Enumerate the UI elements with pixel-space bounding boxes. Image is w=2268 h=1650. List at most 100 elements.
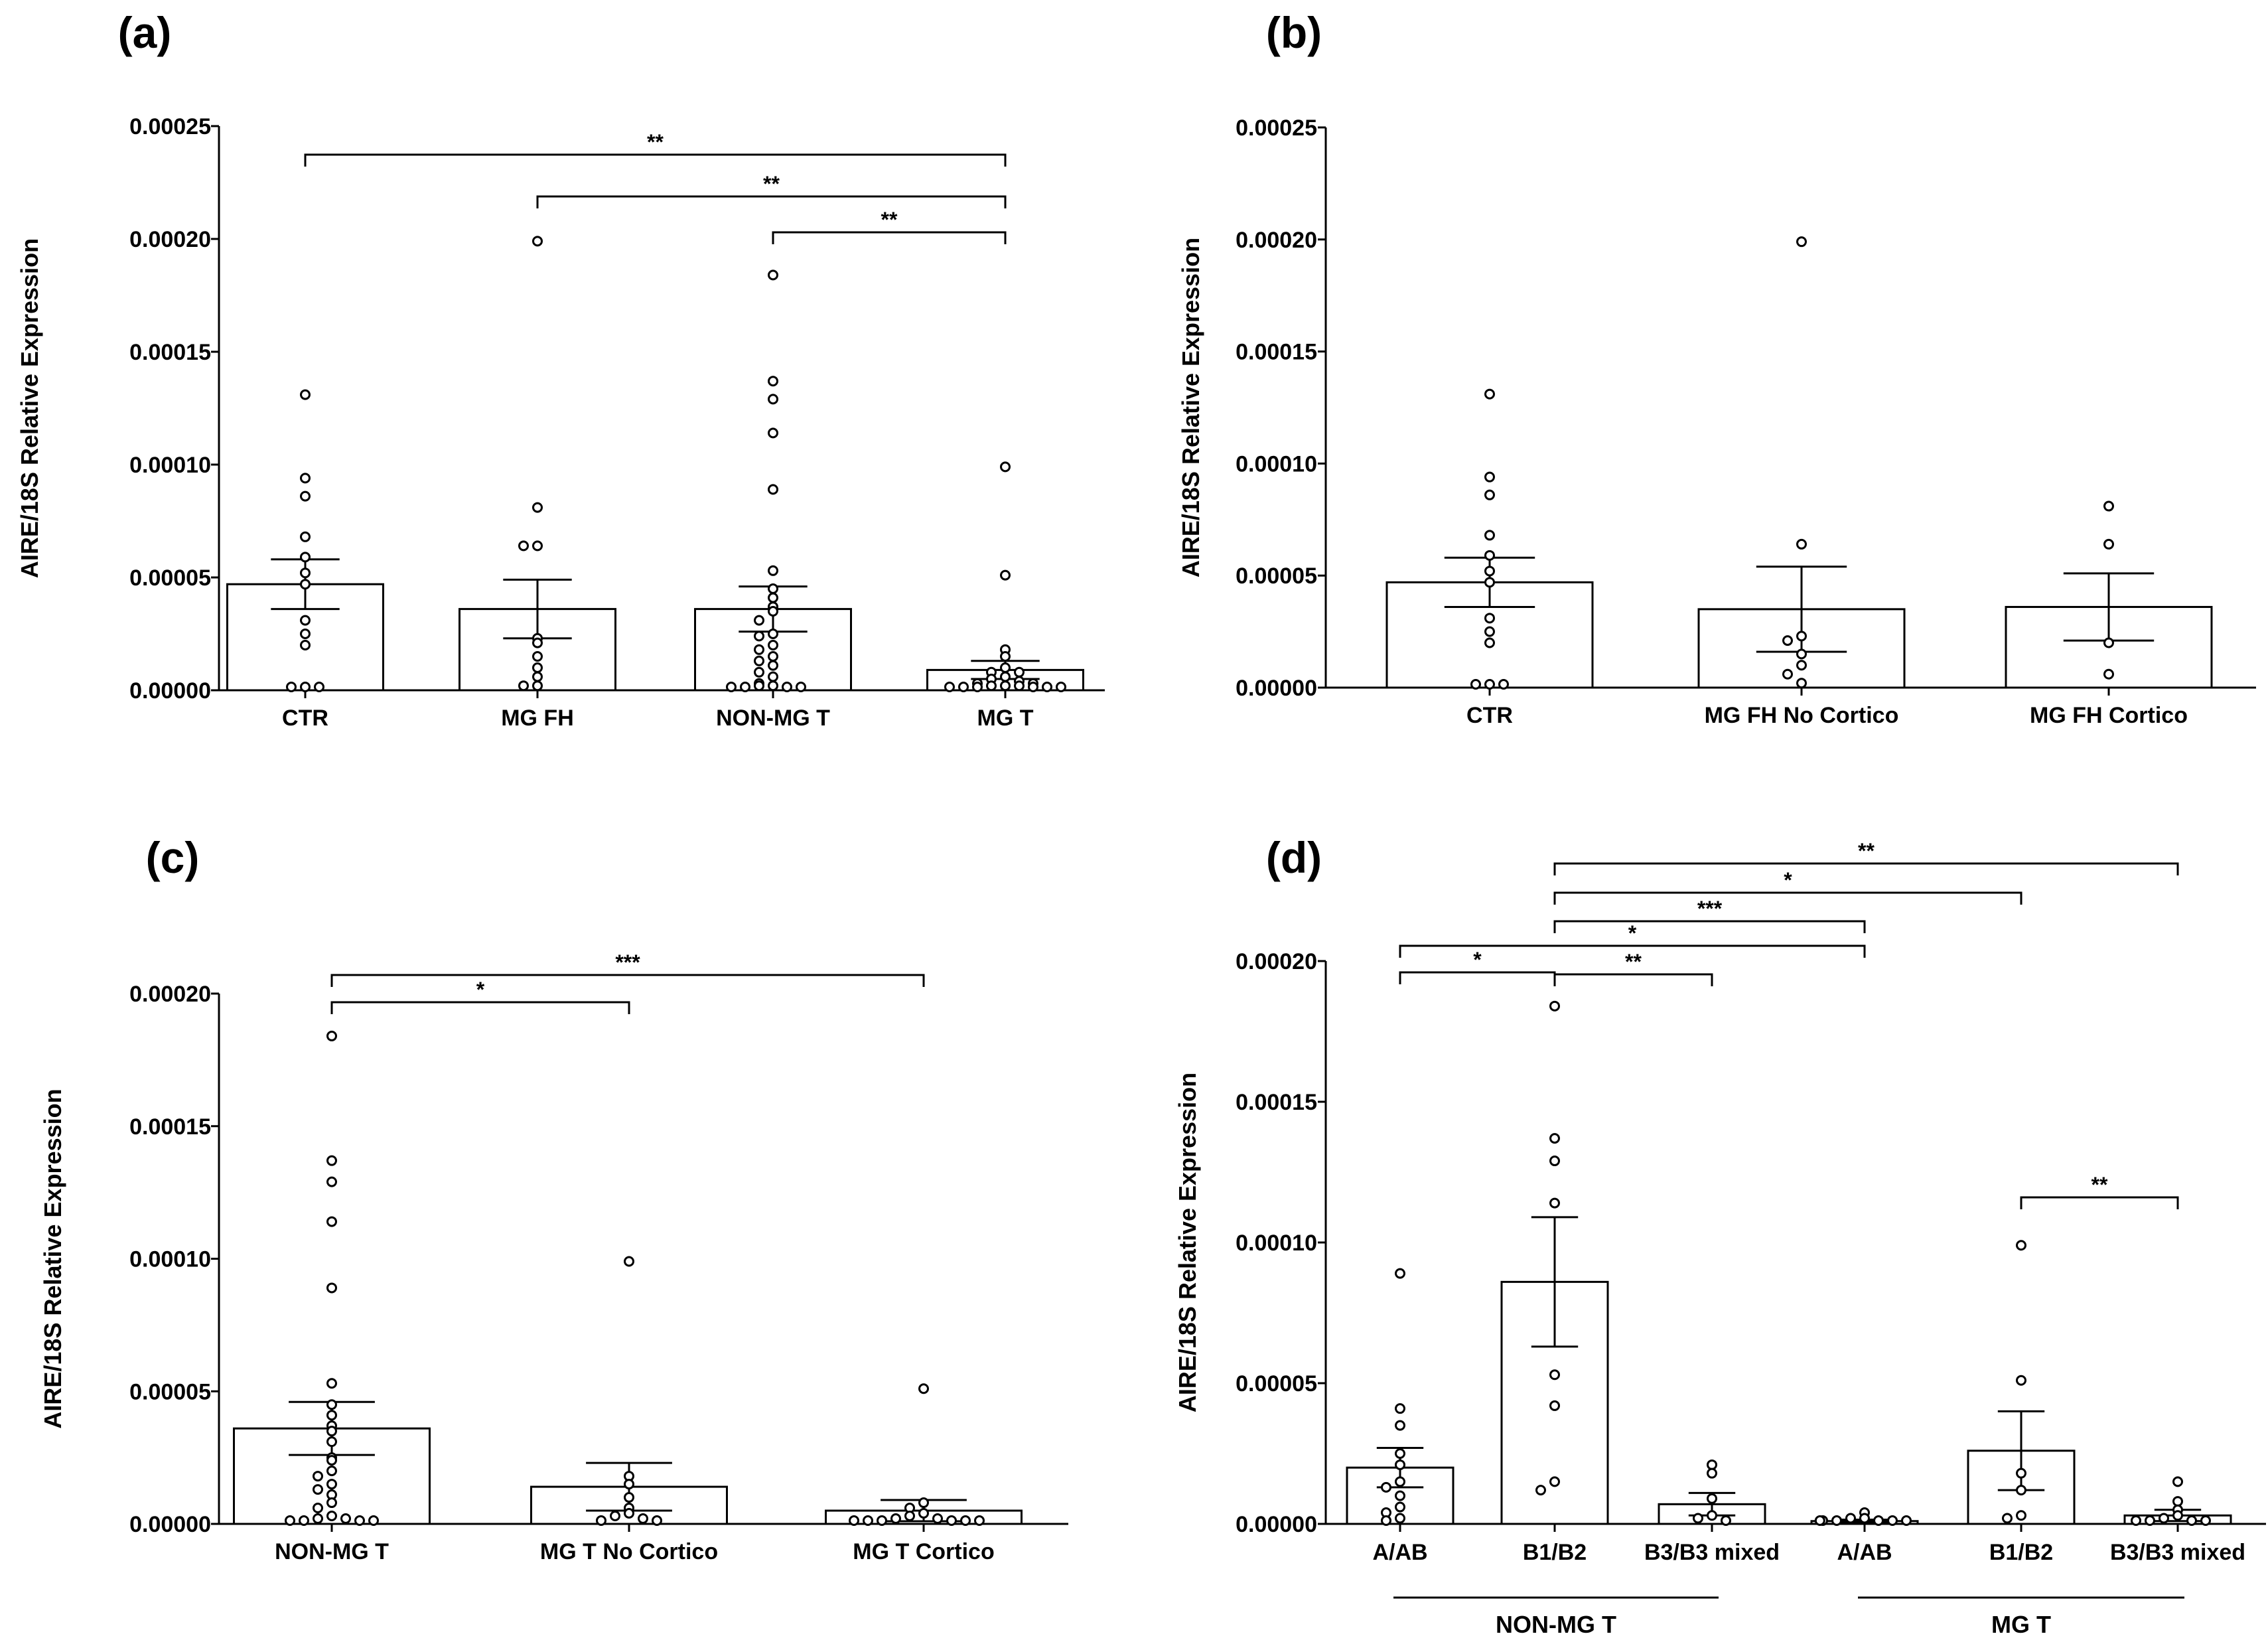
significance-label: *** <box>1697 897 1723 921</box>
data-point <box>768 484 778 495</box>
data-point <box>768 651 778 662</box>
significance-label: * <box>1628 921 1637 945</box>
data-point <box>1901 1515 1912 1526</box>
significance-bracket <box>2020 1196 2179 1209</box>
data-point <box>326 1155 337 1166</box>
data-point <box>326 1399 337 1410</box>
y-axis-label: AIRE/18S Relative Expression <box>16 238 43 578</box>
panel-3: (c) AIRE/18S Relative Expression 0.00000 0.… <box>39 833 1068 1564</box>
data-point <box>768 606 778 617</box>
y-tick-label: 0.00010 <box>129 453 211 478</box>
y-tick-label: 0.00005 <box>1236 1371 1317 1396</box>
data-point <box>2016 1485 2026 1496</box>
data-point <box>768 592 778 603</box>
category-label: MG T <box>977 706 1034 731</box>
data-point <box>326 1410 337 1421</box>
data-point <box>1381 1481 1391 1493</box>
data-point <box>946 1515 957 1526</box>
data-point <box>782 682 792 692</box>
data-point <box>326 1497 337 1509</box>
data-point <box>972 682 983 692</box>
data-point <box>1395 1268 1405 1279</box>
y-tick-label: 0.00000 <box>129 1512 211 1537</box>
significance-bracket <box>1553 862 2179 875</box>
panel-letter: (d) <box>1266 833 1322 882</box>
significance-label: ** <box>2091 1173 2108 1197</box>
data-point <box>286 682 297 692</box>
data-point <box>624 1256 634 1267</box>
significance-label: ** <box>881 208 898 232</box>
data-point <box>1484 613 1495 624</box>
category-label: MG T Cortico <box>853 1539 994 1564</box>
significance-bracket <box>330 1001 630 1014</box>
data-point <box>1796 236 1807 248</box>
data-point <box>1395 1420 1405 1431</box>
data-point <box>918 1497 929 1509</box>
data-point <box>1000 662 1011 673</box>
significance-bracket <box>330 974 925 987</box>
data-point <box>1782 668 1793 680</box>
data-point <box>768 376 778 387</box>
data-point <box>532 680 543 692</box>
significance-label: * <box>1784 868 1792 892</box>
data-point <box>624 1492 634 1503</box>
significance-bracket <box>1399 971 1556 984</box>
group-label: MG T <box>1991 1611 2051 1638</box>
category-label: B3/B3 mixed <box>2110 1540 2245 1565</box>
data-point <box>2002 1513 2013 1524</box>
category-label: MG FH No Cortico <box>1705 703 1899 728</box>
data-point <box>326 1455 337 1466</box>
data-point <box>754 680 764 692</box>
data-point <box>1000 651 1011 662</box>
category-label: NON-MG T <box>275 1539 389 1564</box>
data-point <box>1395 1476 1405 1487</box>
data-point <box>2145 1515 2155 1526</box>
data-point <box>326 1030 337 1041</box>
data-point <box>1484 388 1495 400</box>
significance-bracket <box>1553 891 2022 905</box>
data-point <box>518 680 529 692</box>
y-tick-label: 0.00005 <box>1236 563 1317 589</box>
y-tick-label: 0.00020 <box>1236 949 1317 974</box>
data-point <box>974 1515 985 1526</box>
data-point <box>1014 680 1025 692</box>
y-tick-label: 0.00000 <box>1236 1512 1317 1537</box>
data-point <box>1395 1501 1405 1513</box>
data-point <box>754 615 764 626</box>
category-label: B1/B2 <box>1989 1540 2053 1565</box>
data-point <box>1484 626 1495 637</box>
data-point <box>2159 1513 2169 1524</box>
data-point <box>1484 550 1495 561</box>
data-point <box>326 1216 337 1227</box>
data-point <box>1395 1513 1405 1524</box>
data-point <box>638 1513 648 1525</box>
significance-label: ** <box>1625 950 1642 974</box>
data-point <box>1042 682 1052 692</box>
data-point <box>1831 1515 1842 1526</box>
category-label: A/AB <box>1372 1540 1427 1565</box>
data-point <box>1887 1515 1898 1526</box>
data-point <box>300 490 311 502</box>
data-point <box>1782 635 1793 646</box>
data-point <box>326 1282 337 1294</box>
data-point <box>1549 1156 1560 1167</box>
data-point <box>768 269 778 281</box>
data-point <box>1796 678 1807 689</box>
data-point <box>1484 530 1495 541</box>
significance-label: * <box>476 978 485 1002</box>
data-point <box>1381 1515 1391 1526</box>
data-point <box>1056 682 1066 692</box>
y-tick-label: 0.00005 <box>129 1379 211 1404</box>
data-point <box>326 1378 337 1389</box>
data-point <box>768 629 778 639</box>
data-point <box>849 1515 859 1526</box>
data-point <box>1873 1515 1884 1526</box>
data-point <box>1707 1510 1717 1521</box>
y-axis-label: AIRE/18S Relative Expression <box>39 1088 66 1428</box>
data-point <box>918 1508 929 1519</box>
data-point <box>313 1484 323 1495</box>
data-point <box>652 1515 662 1526</box>
data-point <box>1707 1493 1717 1504</box>
data-point <box>313 1503 323 1514</box>
panel-2: (b) AIRE/18S Relative Expression 0.00000 0.… <box>1177 8 2256 728</box>
